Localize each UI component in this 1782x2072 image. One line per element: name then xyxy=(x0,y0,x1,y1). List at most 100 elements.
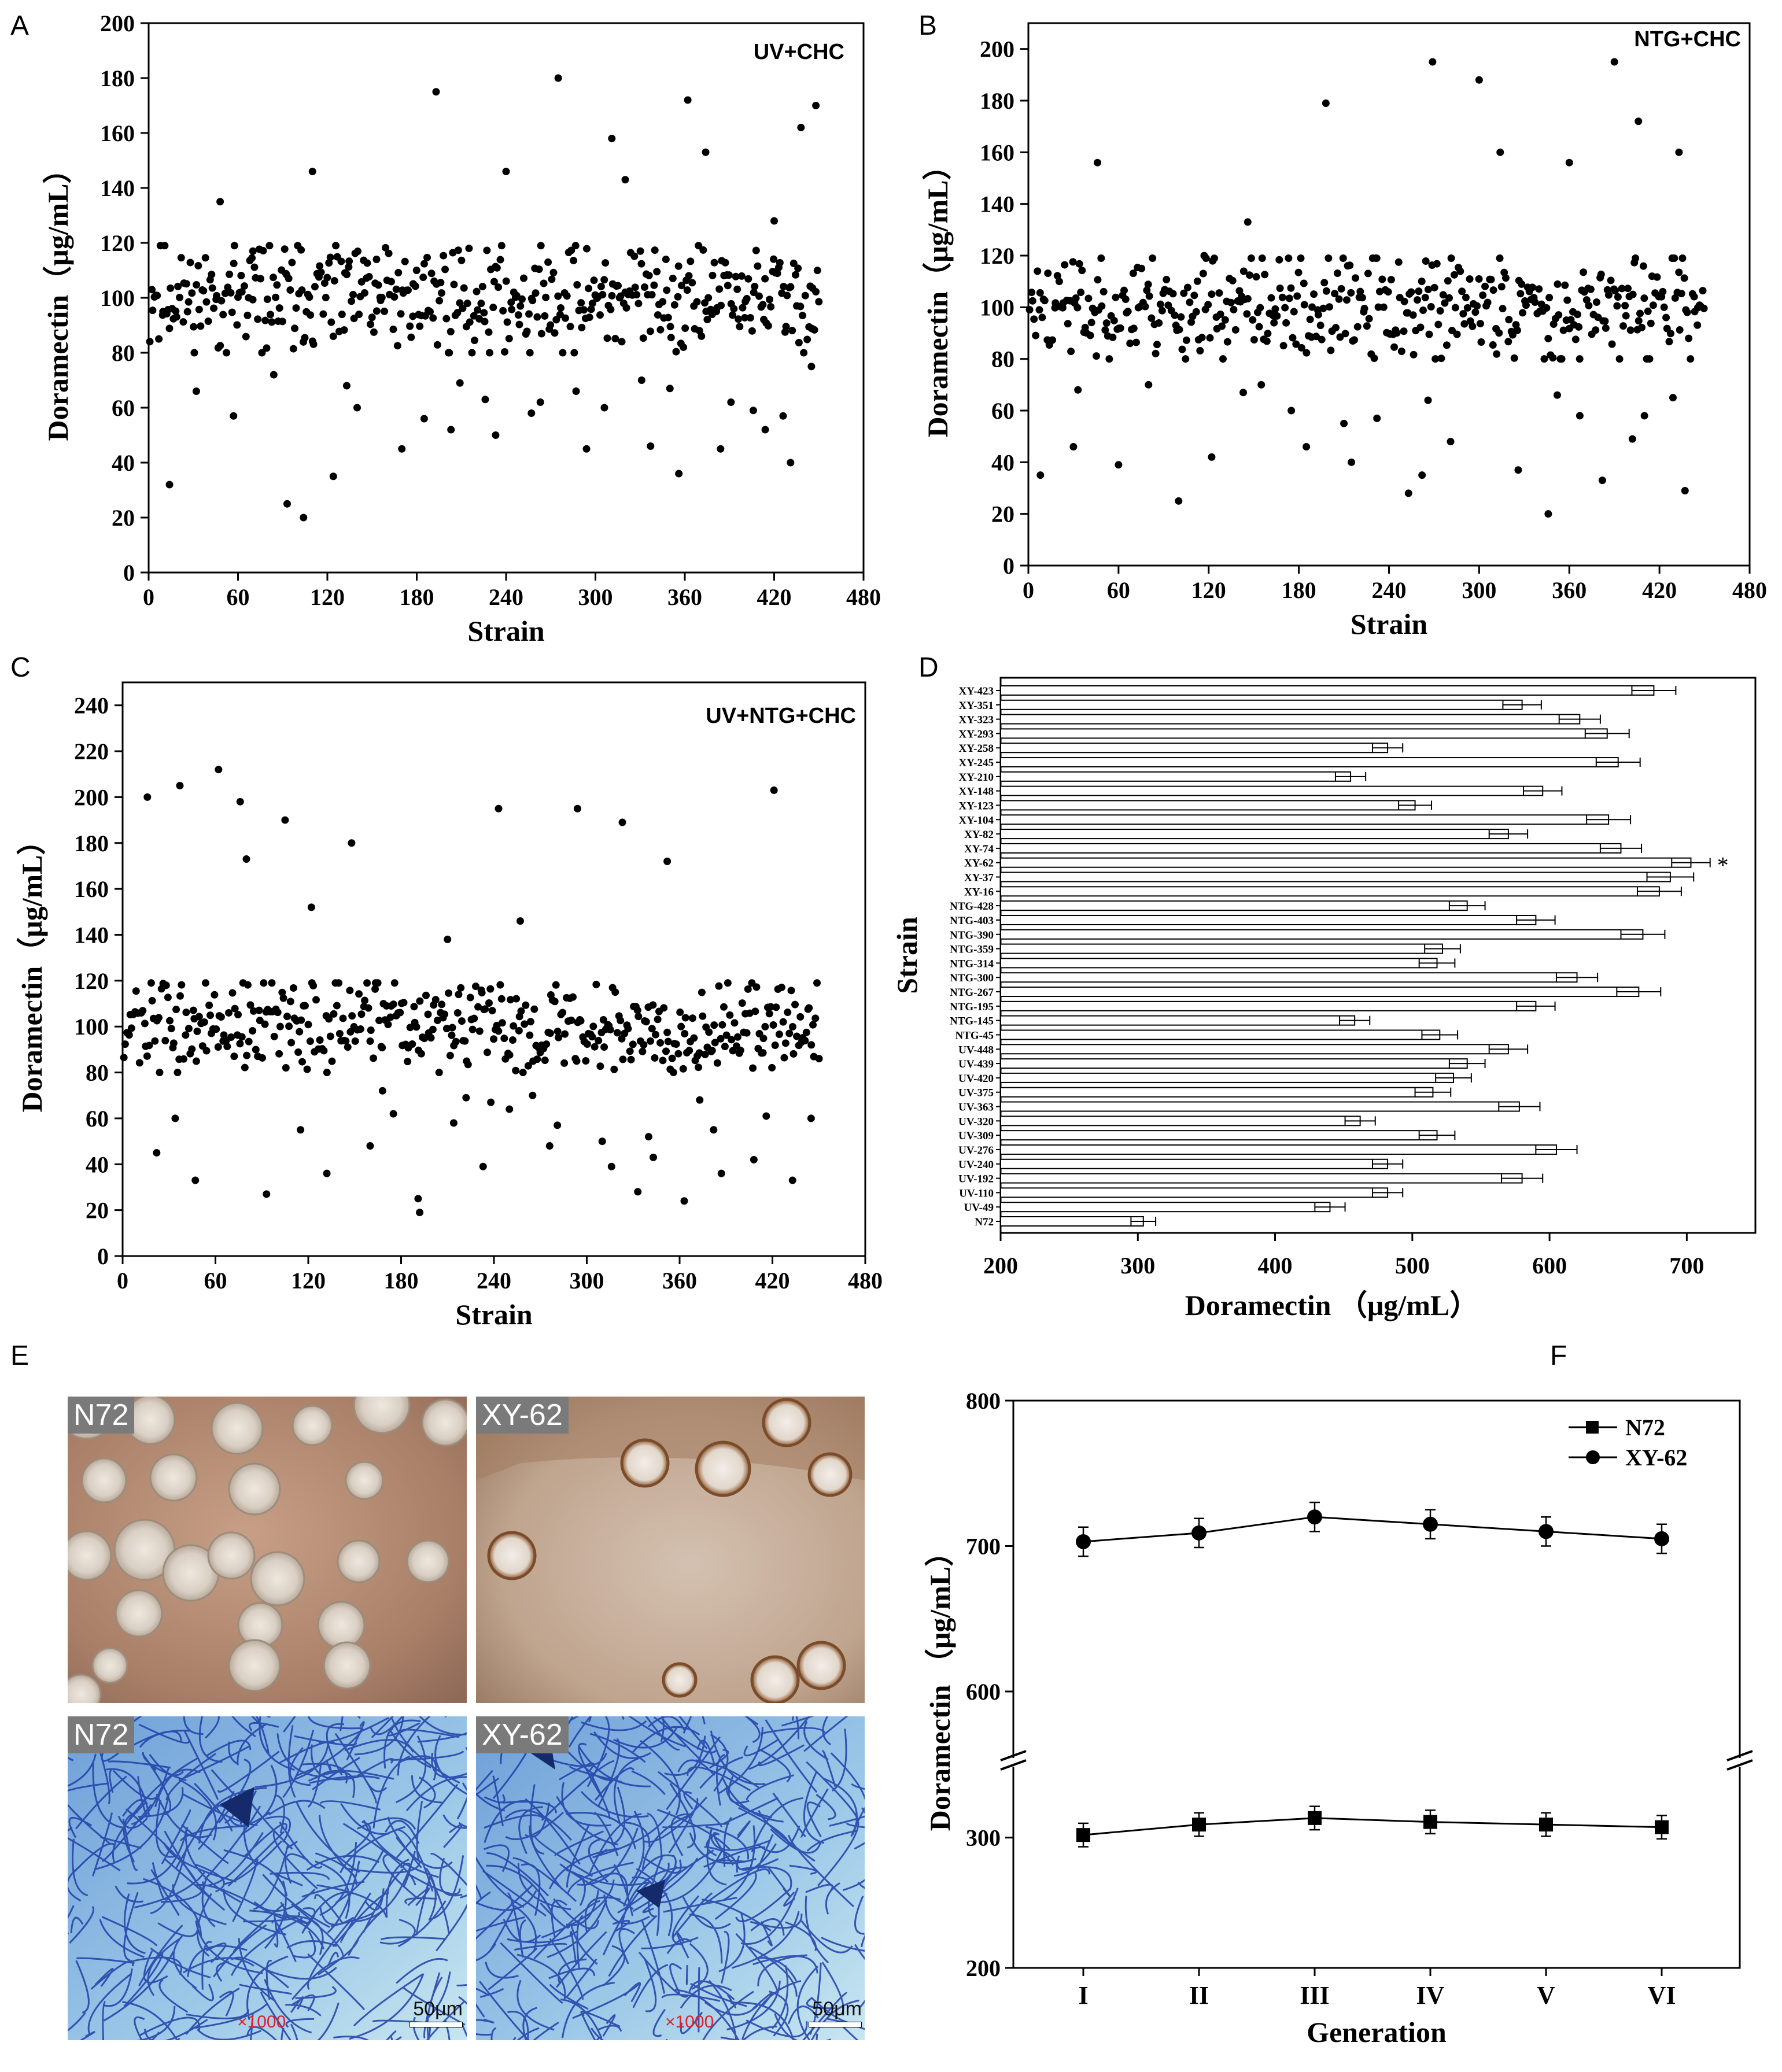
data-point-outlier xyxy=(447,426,455,434)
data-point-outlier xyxy=(598,1137,606,1146)
data-point xyxy=(681,1014,689,1022)
data-point xyxy=(255,1006,263,1014)
hypha xyxy=(851,1783,865,1790)
data-point-outlier xyxy=(215,766,223,774)
data-point xyxy=(1075,260,1083,268)
data-point xyxy=(301,1002,309,1010)
y-tick-label: 100 xyxy=(100,285,135,311)
hypha xyxy=(584,1872,628,1896)
bar xyxy=(1000,1187,1389,1198)
y-axis-label: Doramectin（μg/mL） xyxy=(16,826,48,1113)
data-point xyxy=(323,1069,331,1077)
data-point xyxy=(1471,308,1480,316)
hypha xyxy=(842,1879,865,1892)
category-label: NTG-300 xyxy=(950,972,994,984)
data-point xyxy=(1055,278,1063,286)
data-point xyxy=(1300,279,1308,287)
data-point xyxy=(1601,317,1609,325)
hypha xyxy=(809,1962,822,2035)
data-point xyxy=(417,1050,425,1058)
data-point xyxy=(674,1050,682,1058)
data-point xyxy=(732,272,740,280)
data-point-outlier xyxy=(1418,471,1426,479)
data-point xyxy=(1379,303,1388,311)
data-point-outlier xyxy=(216,198,224,206)
data-point-outlier xyxy=(1239,389,1248,397)
data-point xyxy=(1458,287,1466,296)
data-point xyxy=(1169,290,1177,298)
data-point xyxy=(288,258,296,267)
hypha xyxy=(191,1984,214,2001)
data-point xyxy=(210,304,218,312)
bar xyxy=(1000,1015,1356,1026)
data-point xyxy=(366,1037,374,1045)
panel-label-e: E xyxy=(10,1340,29,1371)
data-point xyxy=(585,285,593,293)
data-point xyxy=(286,286,294,294)
hypha xyxy=(548,1967,596,1979)
data-point xyxy=(327,318,335,326)
data-point xyxy=(704,294,713,302)
category-label: XY-104 xyxy=(958,814,994,826)
data-point xyxy=(228,308,236,316)
data-point xyxy=(600,1043,608,1051)
data-point xyxy=(580,306,588,314)
data-point xyxy=(1112,293,1120,301)
hypha xyxy=(736,1855,779,1871)
data-point xyxy=(169,1039,178,1047)
data-point xyxy=(1243,310,1251,318)
data-point-outlier xyxy=(242,855,250,863)
bar xyxy=(1000,1144,1557,1155)
hypha xyxy=(349,1973,425,2040)
hypha xyxy=(652,1851,722,1904)
data-point xyxy=(1364,269,1372,278)
data-point xyxy=(335,979,343,987)
data-point xyxy=(1397,348,1405,356)
data-point xyxy=(680,343,688,351)
hypha xyxy=(568,1716,592,1748)
hypha xyxy=(476,1792,506,1812)
hypha xyxy=(708,1979,737,2040)
data-point xyxy=(1102,319,1110,327)
data-point xyxy=(389,1000,397,1009)
x-tick-label: VI xyxy=(1648,1981,1676,2010)
hypha xyxy=(644,1959,657,2012)
data-point xyxy=(746,314,754,322)
hypha xyxy=(757,1825,800,1853)
hypha xyxy=(688,1980,735,2000)
hypha xyxy=(390,1730,431,1768)
x-tick-label: 120 xyxy=(291,1268,326,1294)
hypha xyxy=(291,1956,360,2000)
hypha xyxy=(714,1871,757,1920)
data-point xyxy=(634,1013,643,1021)
data-point-outlier xyxy=(717,445,725,453)
data-point xyxy=(206,1011,215,1020)
data-point xyxy=(458,1017,466,1025)
data-point xyxy=(1549,354,1557,362)
data-point xyxy=(518,295,526,303)
hypha xyxy=(371,1716,394,1738)
data-point-outlier xyxy=(608,135,616,142)
data-point xyxy=(1370,354,1378,363)
data-point xyxy=(577,299,585,307)
data-point xyxy=(242,333,250,341)
data-point xyxy=(1100,287,1108,296)
data-point-outlier xyxy=(1628,435,1636,443)
data-point xyxy=(1319,304,1327,312)
hypha xyxy=(822,1716,831,1746)
data-point xyxy=(370,1054,378,1062)
data-point xyxy=(633,291,641,299)
hypha xyxy=(253,1844,289,1910)
category-label: UV-363 xyxy=(958,1102,994,1114)
data-point xyxy=(736,323,744,331)
data-point xyxy=(1247,254,1255,262)
x-tick-label: I xyxy=(1078,1981,1088,2010)
data-point xyxy=(789,259,798,267)
data-point xyxy=(1414,296,1422,304)
data-point xyxy=(423,253,431,261)
data-point xyxy=(328,1057,336,1065)
category-label: NTG-390 xyxy=(950,929,994,941)
category-label: UV-276 xyxy=(958,1144,994,1157)
hypha xyxy=(68,1837,121,1871)
hypha xyxy=(68,2012,86,2032)
